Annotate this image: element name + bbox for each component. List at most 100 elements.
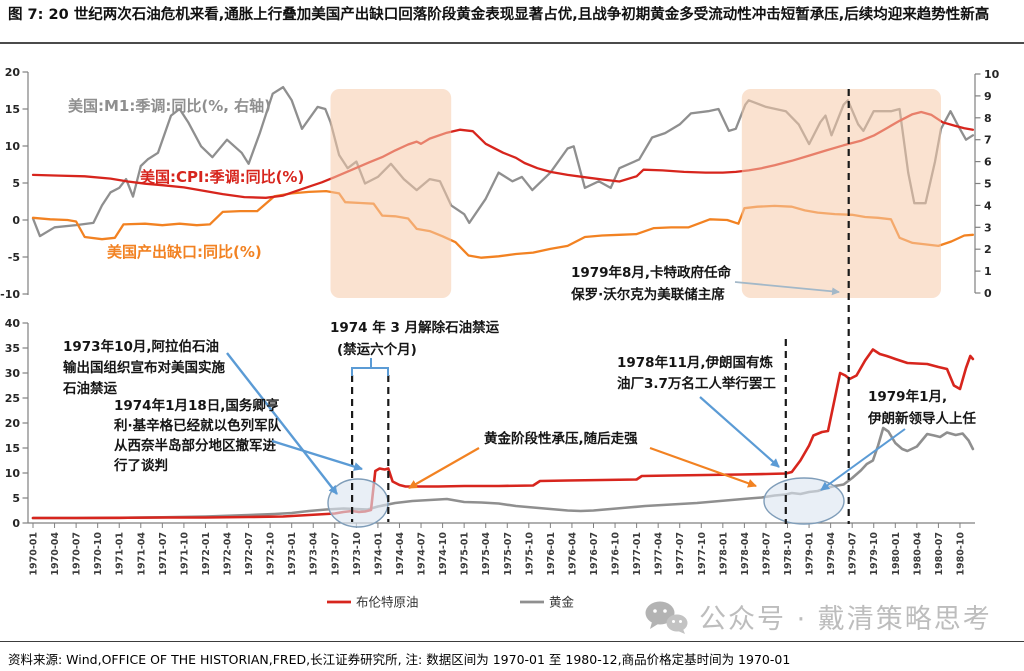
- x-axis-label: 1977-01: [632, 532, 643, 576]
- x-axis-label: 1979-07: [848, 532, 859, 576]
- iran-leader-line1: 1979年1月,: [868, 388, 947, 405]
- kissinger-arrow: [271, 439, 363, 471]
- x-axis-label: 1972-10: [266, 532, 277, 576]
- iran-strike-arrow: [699, 396, 780, 468]
- bottom-left-axis-tick: 5: [12, 492, 20, 505]
- x-axis-label: 1978-01: [718, 532, 729, 576]
- top-left-axis-tick: -5: [8, 251, 20, 264]
- x-axis-label: 1977-10: [697, 532, 708, 576]
- watermark: 公众号 · 戴清策略思考: [644, 597, 992, 636]
- top-right-axis-tick: 0: [984, 287, 992, 300]
- top-left-axis-tick: 5: [12, 177, 20, 190]
- x-axis-label: 1970-01: [29, 532, 40, 576]
- crisis-shade: [741, 89, 941, 298]
- top-right-axis-tick: 4: [984, 199, 992, 212]
- top-right-axis-tick: 1: [984, 265, 992, 278]
- iran-strike-line1: 1978年11月,伊朗国有炼: [617, 354, 773, 371]
- x-axis-label: 1972-04: [223, 532, 234, 576]
- iran-strike-line2: 油厂3.7万名工人举行罢工: [617, 375, 776, 392]
- x-axis-label: 1976-01: [546, 532, 557, 576]
- highlight-ellipse-1973: [327, 478, 389, 528]
- embargo-start-line2: 输出国组织宣布对美国实施: [63, 359, 225, 376]
- x-axis-label: 1971-07: [158, 532, 169, 576]
- embargo-start-arrow: [226, 352, 338, 495]
- embargo-start-line3: 石油禁运: [62, 380, 117, 397]
- x-axis-label: 1980-07: [934, 532, 945, 576]
- bottom-divider: [0, 641, 1024, 642]
- kissinger-line2: 利·基辛格已经就以色列军队: [114, 417, 282, 434]
- top-left-axis-tick: 0: [12, 214, 20, 227]
- bottom-left-axis-tick: 35: [5, 342, 20, 355]
- kissinger-line1: 1974年1月18日,国务卿亨: [114, 397, 279, 414]
- legend-label: 布伦特原油: [356, 595, 419, 610]
- top-left-axis-tick: 15: [5, 103, 20, 116]
- x-axis-label: 1971-04: [136, 532, 147, 576]
- x-axis-label: 1978-07: [761, 532, 772, 576]
- top-right-axis-tick: 3: [984, 221, 992, 234]
- bottom-left-axis-tick: 10: [5, 467, 21, 480]
- x-axis-label: 1970-04: [50, 532, 61, 576]
- top-right-axis-tick: 7: [984, 134, 992, 147]
- volcker-note-line2: 保罗·沃尔克为美联储主席: [570, 286, 725, 303]
- x-axis-label: 1973-07: [330, 532, 341, 576]
- top-right-axis-tick: 5: [984, 178, 992, 191]
- x-axis-label: 1979-01: [805, 532, 816, 576]
- x-axis-label: 1976-07: [589, 532, 600, 576]
- legend-label: 黄金: [549, 595, 575, 610]
- x-axis-label: 1971-10: [179, 532, 190, 576]
- x-axis-label: 1970-07: [72, 532, 83, 576]
- x-axis-label: 1974-01: [373, 532, 384, 576]
- x-axis-label: 1980-10: [955, 532, 966, 576]
- x-axis-label: 1973-10: [352, 532, 363, 576]
- embargo-start-line1: 1973年10月,阿拉伯石油: [63, 338, 219, 355]
- iran-leader-line2: 伊朗新领导人上任: [867, 410, 976, 427]
- output-gap-series-label: 美国产出缺口:同比(%): [107, 243, 262, 261]
- crisis-shade: [330, 89, 452, 298]
- dual-panel-chart: 20151050-5-10109876543210051015202530354…: [0, 66, 1000, 610]
- volcker-arrow: [734, 281, 840, 296]
- x-axis-label: 1972-07: [244, 532, 255, 576]
- x-axis-label: 1971-01: [115, 532, 126, 576]
- wechat-icon: [645, 601, 688, 634]
- x-axis-label: 1974-10: [438, 532, 449, 576]
- x-axis-label: 1970-10: [93, 532, 104, 576]
- volcker-note-line1: 1979年8月,卡特政府任命: [571, 264, 732, 281]
- x-axis-label: 1975-01: [460, 532, 471, 576]
- figure-title: 图 7: 20 世纪两次石油危机来看,通胀上行叠加美国产出缺口回落阶段黄金表现显…: [0, 0, 1024, 44]
- embargo-end-line1: 1974 年 3 月解除石油禁运: [330, 319, 500, 336]
- cpi-series-label: 美国:CPI:季调:同比(%): [140, 168, 304, 186]
- top-right-axis-tick: 9: [984, 90, 992, 103]
- x-axis-label: 1976-04: [567, 532, 578, 576]
- x-axis-label: 1977-07: [675, 532, 686, 576]
- x-axis-label: 1975-07: [503, 532, 514, 576]
- x-axis-label: 1978-04: [740, 532, 751, 576]
- kissinger-line3: 从西奈半岛部分地区撤军进: [114, 437, 276, 454]
- bottom-left-axis-tick: 30: [5, 367, 21, 380]
- bottom-left-axis-tick: 15: [5, 442, 20, 455]
- watermark-text: 公众号 · 戴清策略思考: [699, 604, 992, 635]
- top-left-axis-tick: 10: [5, 140, 21, 153]
- embargo-period-bracket: [351, 358, 389, 376]
- highlight-ellipse-1978: [763, 477, 845, 525]
- shades-and-event-lines: [330, 89, 941, 524]
- chart-legend: 布伦特原油 黄金: [327, 595, 575, 610]
- iran-leader-arrow: [820, 428, 906, 491]
- x-axis-label: 1978-10: [783, 532, 794, 576]
- x-axis-label: 1974-07: [417, 532, 428, 576]
- top-right-axis-tick: 8: [984, 112, 992, 125]
- chart-area: 20 15 10 5 0 -5 -10 10 9 8 7 6 5 4 3 2 1 0 0 5 10 15 20 25 30 35 4…: [0, 47, 1024, 617]
- axes: 20151050-5-10109876543210051015202530354…: [0, 66, 1000, 576]
- x-axis-label: 1979-04: [826, 532, 837, 576]
- bottom-left-axis-tick: 25: [5, 392, 20, 405]
- top-right-axis-tick: 2: [984, 243, 992, 256]
- top-right-axis-tick: 10: [984, 68, 1000, 81]
- top-right-axis-tick: 6: [984, 156, 992, 169]
- kissinger-line4: 行了谈判: [113, 457, 168, 474]
- gold-pressure-note: 黄金阶段性承压,随后走强: [484, 430, 638, 447]
- x-axis-label: 1976-10: [611, 532, 622, 576]
- x-axis-label: 1973-04: [309, 532, 320, 576]
- x-axis-label: 1974-04: [395, 532, 406, 576]
- top-left-axis-tick: -10: [0, 288, 20, 301]
- x-axis-label: 1975-04: [481, 532, 492, 576]
